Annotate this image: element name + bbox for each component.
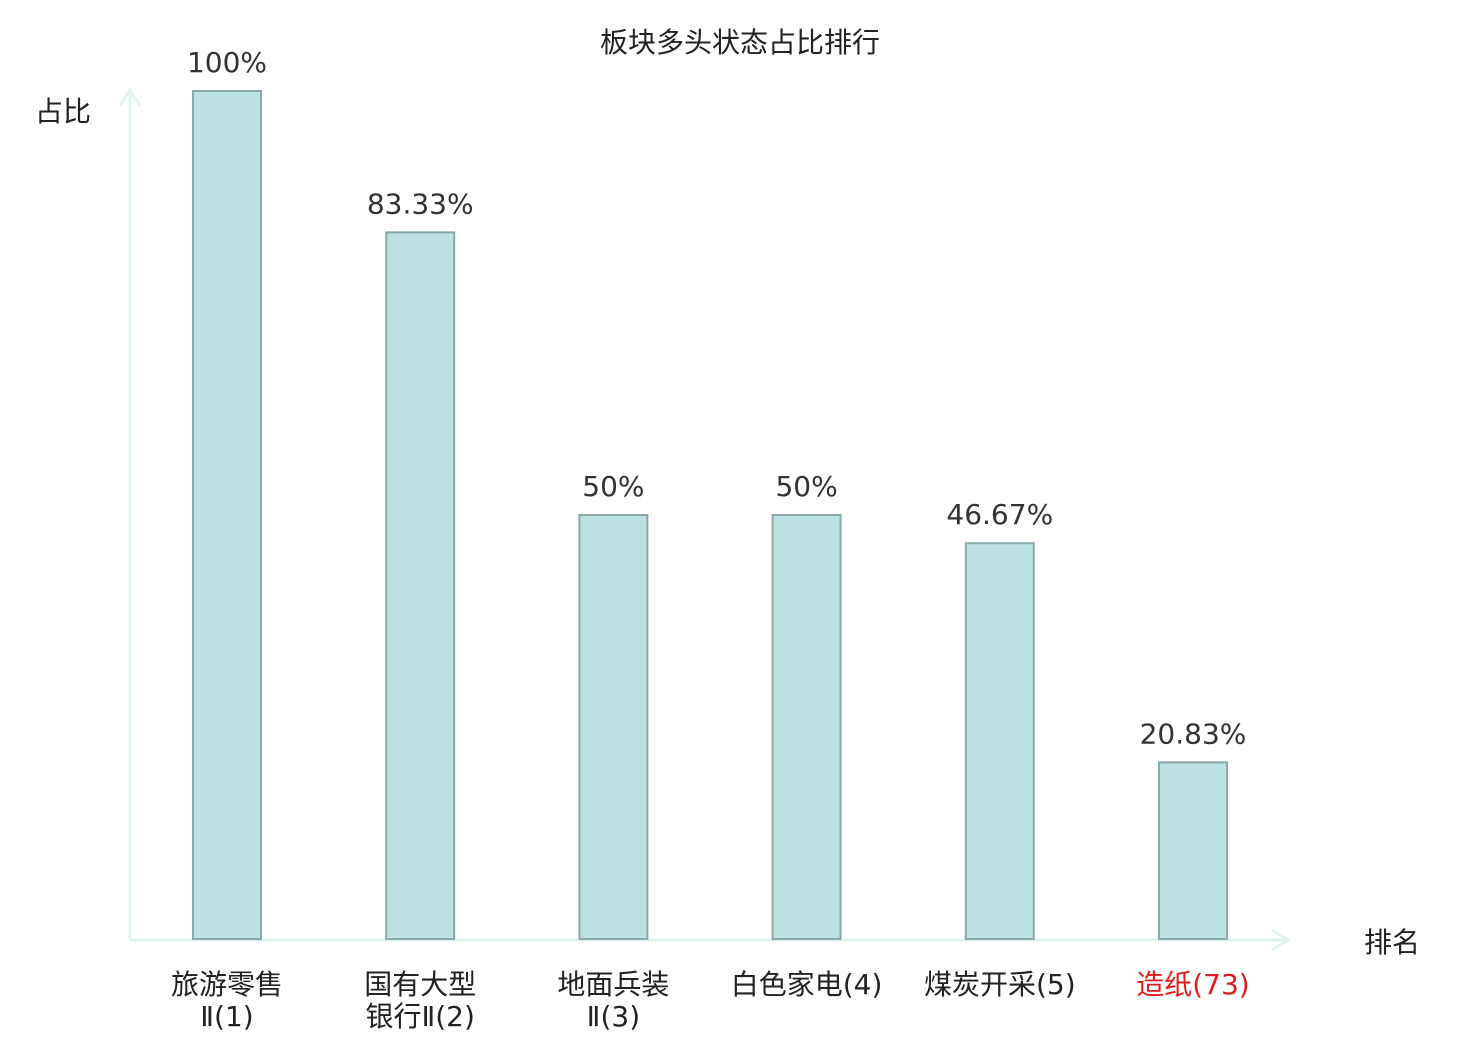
- y-axis-label: 占比: [35, 95, 91, 128]
- bar: [1158, 761, 1228, 940]
- data-label: 83.33%: [367, 187, 474, 220]
- x-tick-label: Ⅱ(3): [587, 1000, 640, 1033]
- data-label: 20.83%: [1140, 717, 1247, 750]
- data-label: 50%: [775, 470, 837, 503]
- bar: [192, 90, 262, 940]
- x-tick-label: 国有大型: [364, 968, 476, 1001]
- bar: [578, 514, 649, 940]
- data-label: 100%: [187, 46, 267, 79]
- x-tick-label: 地面兵装: [557, 968, 669, 1001]
- y-axis: [118, 87, 142, 940]
- bar: [771, 514, 842, 940]
- x-axis-label: 排名: [1364, 926, 1420, 959]
- data-label: 46.67%: [946, 498, 1053, 531]
- x-tick-label: 旅游零售: [171, 968, 283, 1001]
- x-tick-label: 银行Ⅱ(2): [365, 1000, 474, 1033]
- x-tick-label: Ⅱ(1): [200, 1000, 253, 1033]
- x-tick-label: 造纸(73): [1136, 968, 1249, 1001]
- x-axis: [130, 928, 1291, 952]
- x-tick-label: 白色家电(4): [731, 968, 883, 1001]
- chart-title: 板块多头状态占比排行: [600, 26, 880, 59]
- x-tick-label: 煤炭开采(5): [924, 968, 1076, 1001]
- data-label: 50%: [582, 470, 644, 503]
- bar: [385, 231, 456, 941]
- bar: [964, 542, 1035, 940]
